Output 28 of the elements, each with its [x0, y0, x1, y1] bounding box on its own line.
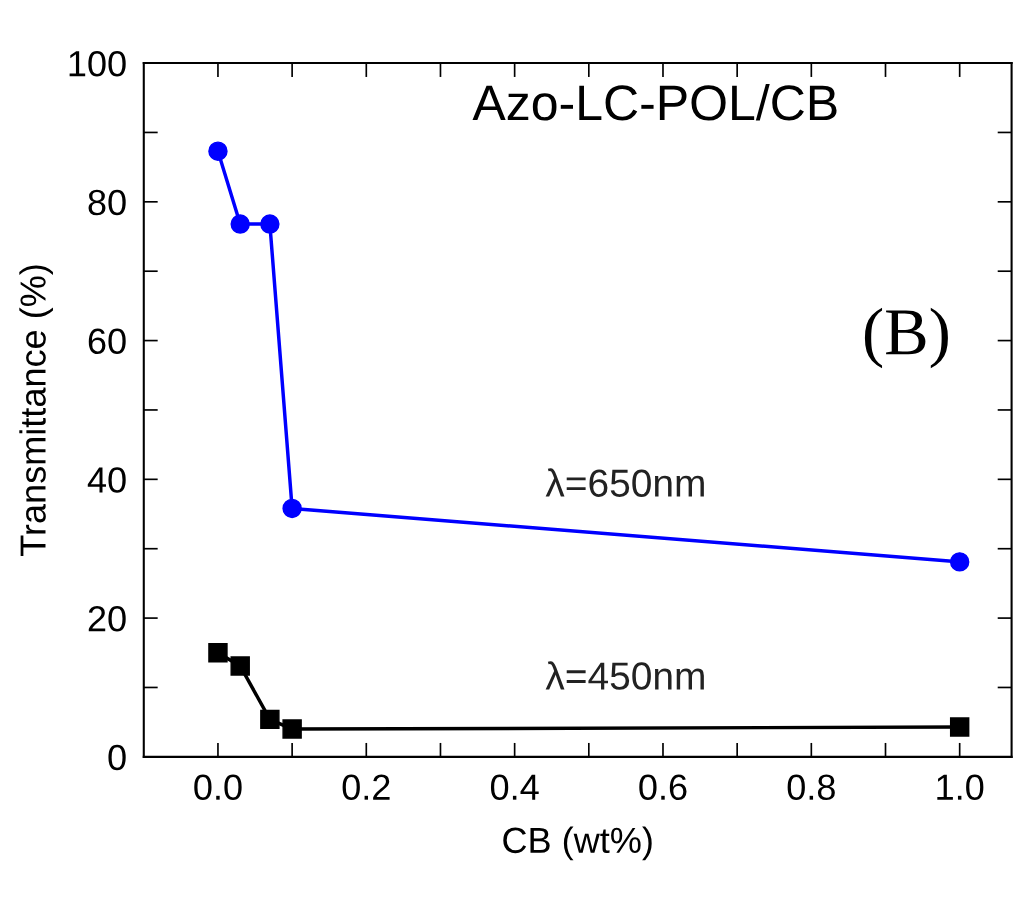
point [208, 643, 228, 663]
x-tick-label: 0.6 [639, 774, 687, 801]
y-tick-label: 100 [69, 50, 126, 77]
series-label: λ=450nm [545, 661, 704, 690]
y-tick-label: 80 [88, 189, 126, 216]
point [260, 214, 280, 234]
annotation: (B) [864, 307, 948, 369]
point [230, 656, 250, 676]
point [949, 717, 970, 737]
x-tick-label: 0.4 [490, 774, 539, 801]
y-tick-label: 20 [88, 605, 126, 632]
y-tick-label: 40 [87, 467, 126, 493]
point [230, 214, 250, 234]
series-label: λ=650nm [545, 468, 704, 497]
x-tick-label: 1.0 [937, 774, 984, 801]
y-axis-title: Transmittance (%) [19, 265, 53, 556]
y-tick-label: 0 [108, 744, 126, 771]
x-axis-title: CB (wt%) [503, 826, 652, 861]
chart-title: Azo-LC-POL/CB [472, 83, 837, 121]
x-tick-label: 0.8 [787, 774, 835, 801]
point [282, 498, 302, 519]
point [260, 709, 280, 730]
point [208, 141, 228, 161]
point [282, 719, 302, 739]
x-tick-label: 0.0 [194, 774, 242, 801]
point [949, 552, 970, 572]
x-tick-label: 0.2 [342, 774, 390, 801]
y-tick-label: 60 [88, 328, 126, 355]
